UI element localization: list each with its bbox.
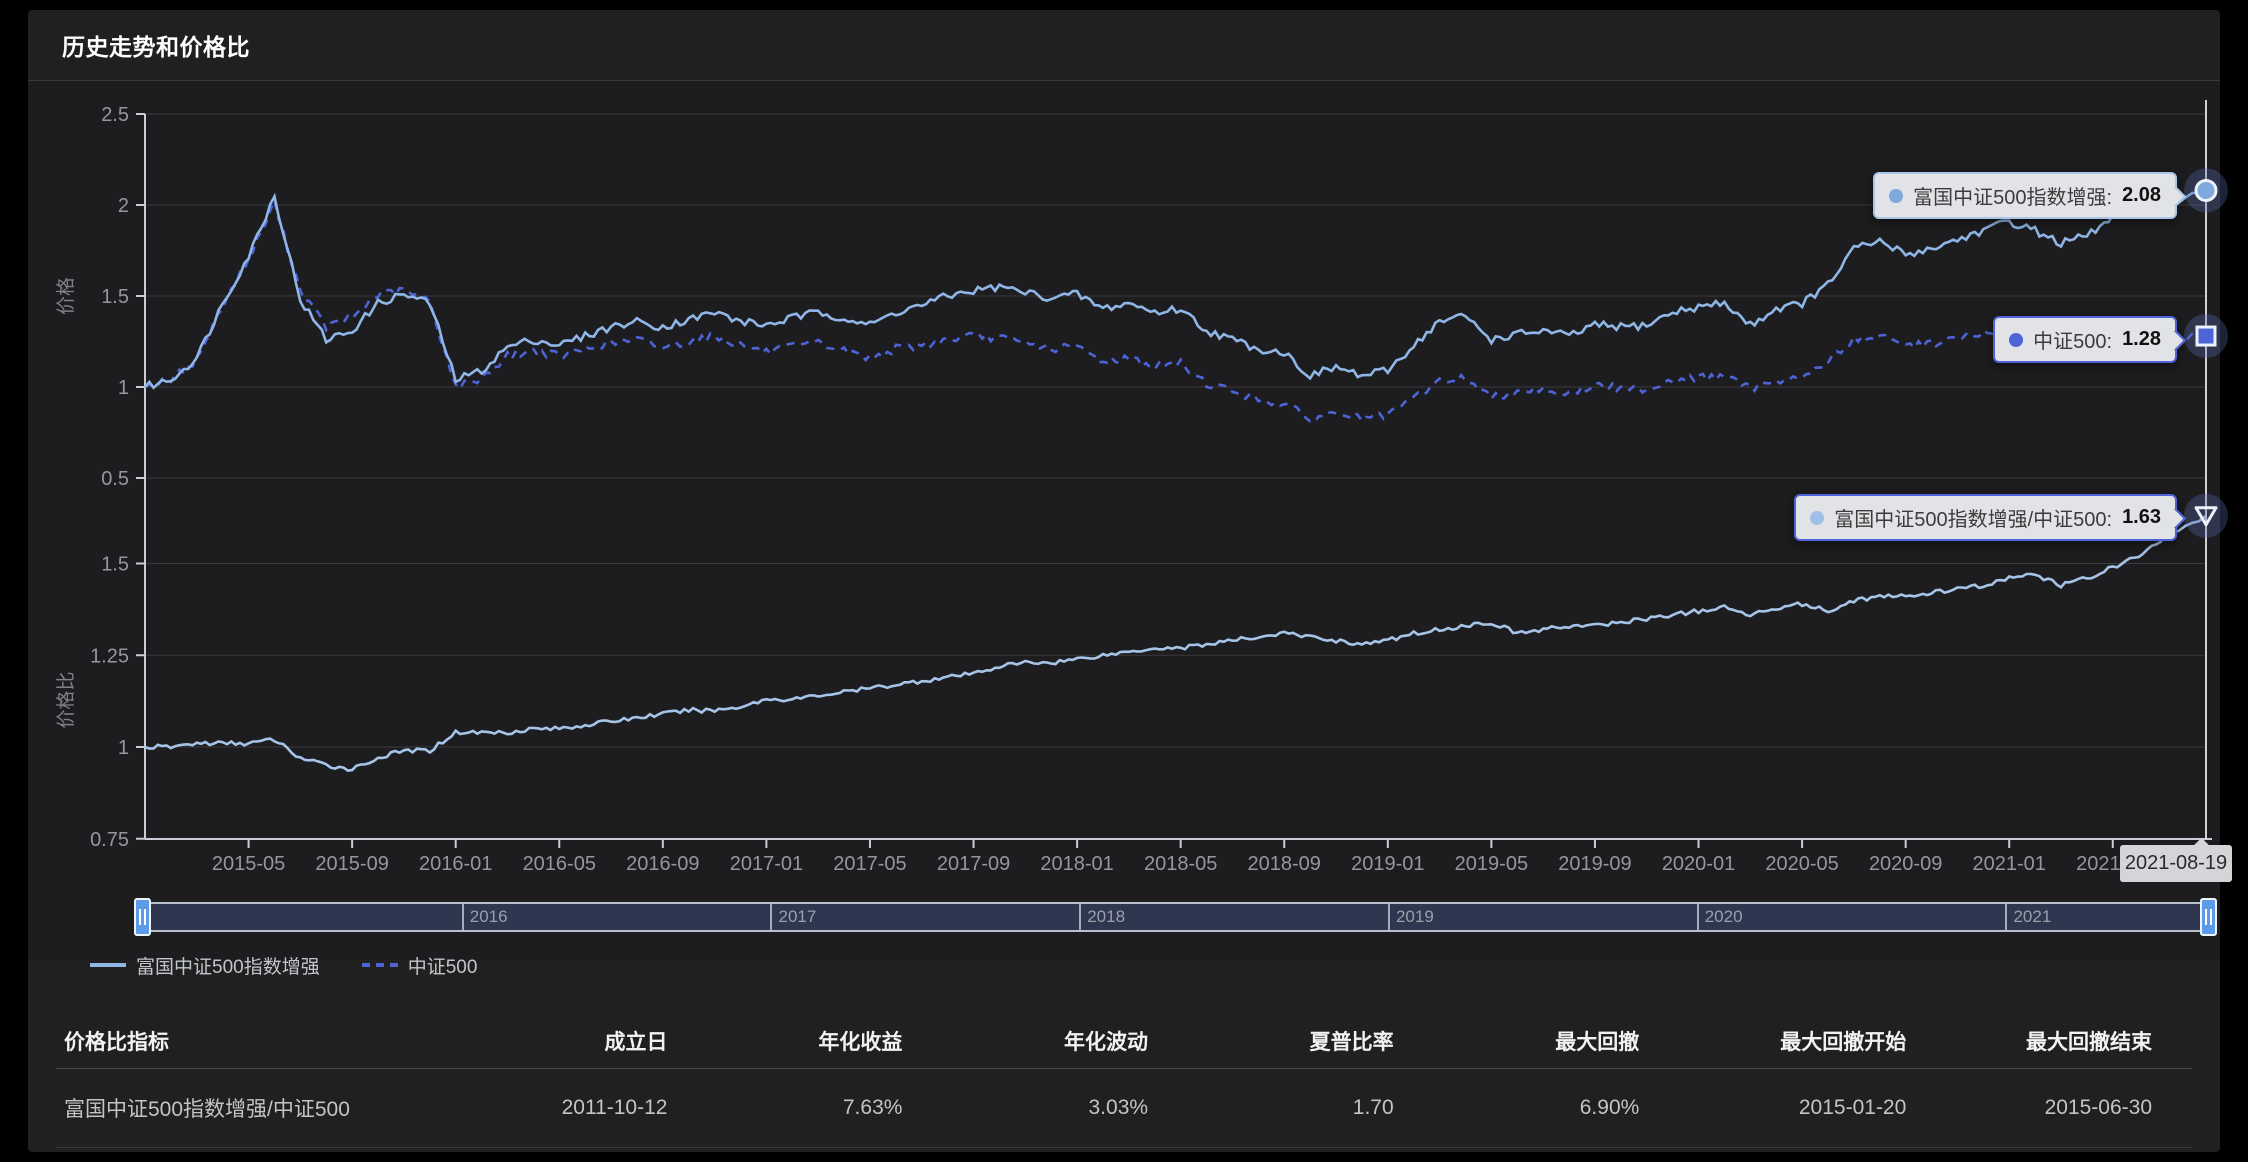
svg-text:2020-09: 2020-09: [1869, 853, 1942, 875]
datazoom-year-label: 2019: [1395, 907, 1434, 926]
datazoom-year-separator: [1079, 904, 1082, 930]
title-divider: [28, 80, 2220, 81]
col-header-inception-date: 成立日: [504, 1014, 708, 1069]
tooltip-label: 富国中证500指数增强:: [1913, 187, 2113, 209]
cell-annual-volatility: 3.03%: [942, 1068, 1189, 1148]
datazoom-year-separator: [770, 904, 773, 930]
cell-max-drawdown-end: 2015-06-30: [1946, 1068, 2192, 1148]
col-header-ratio-indicator: 价格比指标: [56, 1014, 505, 1069]
datazoom-year-label: 2020: [1704, 907, 1743, 926]
tooltip-value: 2.08: [2122, 184, 2161, 206]
cell-max-drawdown: 6.90%: [1433, 1068, 1680, 1148]
metrics-table: 价格比指标 成立日 年化收益 年化波动 夏普比率 最大回撤 最大回撤开始 最大回…: [56, 1014, 2192, 1148]
legend-item-index[interactable]: 中证500: [361, 952, 478, 979]
svg-text:价格: 价格: [55, 277, 77, 315]
datazoom-year-label: 2021: [2013, 907, 2052, 926]
col-header-max-drawdown: 最大回撤: [1433, 1014, 1680, 1069]
chart-legend: 富国中证500指数增强 中证500: [90, 950, 477, 980]
datazoom-year-separator: [461, 904, 464, 930]
cell-annual-return: 7.63%: [707, 1068, 943, 1148]
page-title: 历史走势和价格比: [62, 34, 250, 60]
svg-text:0.75: 0.75: [90, 829, 129, 851]
tooltip-fund-price: 富国中证500指数增强: 2.08: [1873, 172, 2177, 219]
svg-text:2018-09: 2018-09: [1248, 853, 1321, 875]
marker-halo: [2184, 493, 2228, 538]
svg-text:2016-09: 2016-09: [626, 853, 699, 875]
circle-marker-icon: [2194, 178, 2218, 202]
cell-max-drawdown-start: 2015-01-20: [1679, 1068, 1947, 1148]
table-header-row: 价格比指标 成立日 年化收益 年化波动 夏普比率 最大回撤 最大回撤开始 最大回…: [56, 1014, 2192, 1069]
svg-text:2017-05: 2017-05: [833, 853, 906, 875]
series-line-csi500[interactable]: [144, 196, 2207, 424]
svg-text:2019-01: 2019-01: [1351, 853, 1424, 875]
tooltip-value: 1.28: [2122, 328, 2161, 350]
svg-text:2021-01: 2021-01: [1973, 853, 2046, 875]
tooltip-price-ratio: 富国中证500指数增强/中证500: 1.63: [1794, 494, 2177, 541]
svg-text:2015-05: 2015-05: [212, 853, 285, 875]
svg-text:1.25: 1.25: [90, 645, 129, 667]
col-header-sharpe-ratio: 夏普比率: [1188, 1014, 1434, 1069]
datazoom-left-handle[interactable]: [134, 898, 151, 936]
col-header-max-drawdown-end: 最大回撤结束: [1946, 1014, 2192, 1069]
table-row: 富国中证500指数增强/中证500 2011-10-12 7.63% 3.03%…: [56, 1068, 2192, 1148]
col-header-max-drawdown-start: 最大回撤开始: [1679, 1014, 1947, 1069]
tooltip-label: 中证500:: [2033, 331, 2113, 353]
square-marker-icon: [2195, 325, 2217, 347]
datazoom-year-separator: [2005, 904, 2008, 930]
col-header-annual-return: 年化收益: [707, 1014, 943, 1069]
datazoom-right-handle[interactable]: [2200, 898, 2217, 936]
datazoom-selected-range[interactable]: [151, 904, 2200, 930]
svg-text:2018-05: 2018-05: [1144, 853, 1217, 875]
cell-sharpe-ratio: 1.70: [1188, 1068, 1434, 1148]
cell-inception-date: 2011-10-12: [504, 1068, 708, 1148]
datazoom-year-separator: [1696, 904, 1699, 930]
dashed-line-swatch-icon: [361, 963, 398, 967]
svg-text:2020-01: 2020-01: [1662, 853, 1735, 875]
datazoom-year-separator: [1387, 904, 1390, 930]
svg-text:2020-05: 2020-05: [1765, 853, 1838, 875]
svg-text:2: 2: [118, 195, 129, 217]
crosshair-date-label: 2021-08-19: [2120, 845, 2232, 882]
svg-text:1: 1: [118, 377, 129, 399]
svg-text:0.5: 0.5: [101, 468, 129, 490]
series-line-ratio[interactable]: [144, 514, 2207, 772]
legend-label: 富国中证500指数增强: [136, 956, 320, 978]
x-axis-ticks: 2015-05 2015-09 2016-01 2016-05 2016-09 2017-…: [212, 839, 2149, 875]
svg-text:价格比: 价格比: [55, 671, 77, 728]
legend-label: 中证500: [407, 956, 478, 978]
svg-text:2.5: 2.5: [101, 104, 129, 126]
svg-text:2018-01: 2018-01: [1040, 853, 1113, 875]
svg-text:2017-01: 2017-01: [730, 853, 803, 875]
datazoom-slider[interactable]: 2016 2017 2018 2019 2020 2021: [134, 902, 2217, 932]
datazoom-year-label: 2017: [778, 907, 817, 926]
svg-text:2016-05: 2016-05: [523, 853, 596, 875]
datazoom-year-label: 2018: [1087, 907, 1126, 926]
svg-text:2017-09: 2017-09: [937, 853, 1010, 875]
svg-text:1.5: 1.5: [101, 286, 129, 308]
solid-line-swatch-icon: [90, 963, 126, 967]
series-dot-icon: [2009, 332, 2024, 347]
svg-text:2016-01: 2016-01: [419, 853, 492, 875]
svg-text:2015-09: 2015-09: [315, 853, 388, 875]
metrics-table-section: 价格比指标 成立日 年化收益 年化波动 夏普比率 最大回撤 最大回撤开始 最大回…: [56, 1014, 2192, 1148]
tooltip-value: 1.63: [2122, 506, 2161, 528]
datazoom-year-label: 2016: [469, 907, 508, 926]
series-dot-icon: [1889, 188, 1904, 203]
tooltip-label: 富国中证500指数增强/中证500:: [1834, 509, 2113, 531]
series-dot-icon: [1810, 510, 1825, 525]
top-grid: 2.5 2 1.5 1 0.5 价格: [55, 104, 2206, 490]
col-header-annual-volatility: 年化波动: [942, 1014, 1189, 1069]
legend-item-fund[interactable]: 富国中证500指数增强: [90, 952, 320, 979]
triangle-down-marker-icon: [2194, 506, 2218, 527]
svg-text:2019-05: 2019-05: [1455, 853, 1528, 875]
series-line-fund[interactable]: [144, 189, 2207, 390]
cell-ratio-indicator: 富国中证500指数增强/中证500: [56, 1068, 505, 1148]
tooltip-index-price: 中证500: 1.28: [1993, 316, 2177, 363]
svg-text:1.5: 1.5: [101, 554, 129, 576]
svg-text:2019-09: 2019-09: [1558, 853, 1631, 875]
svg-text:1: 1: [118, 737, 129, 759]
